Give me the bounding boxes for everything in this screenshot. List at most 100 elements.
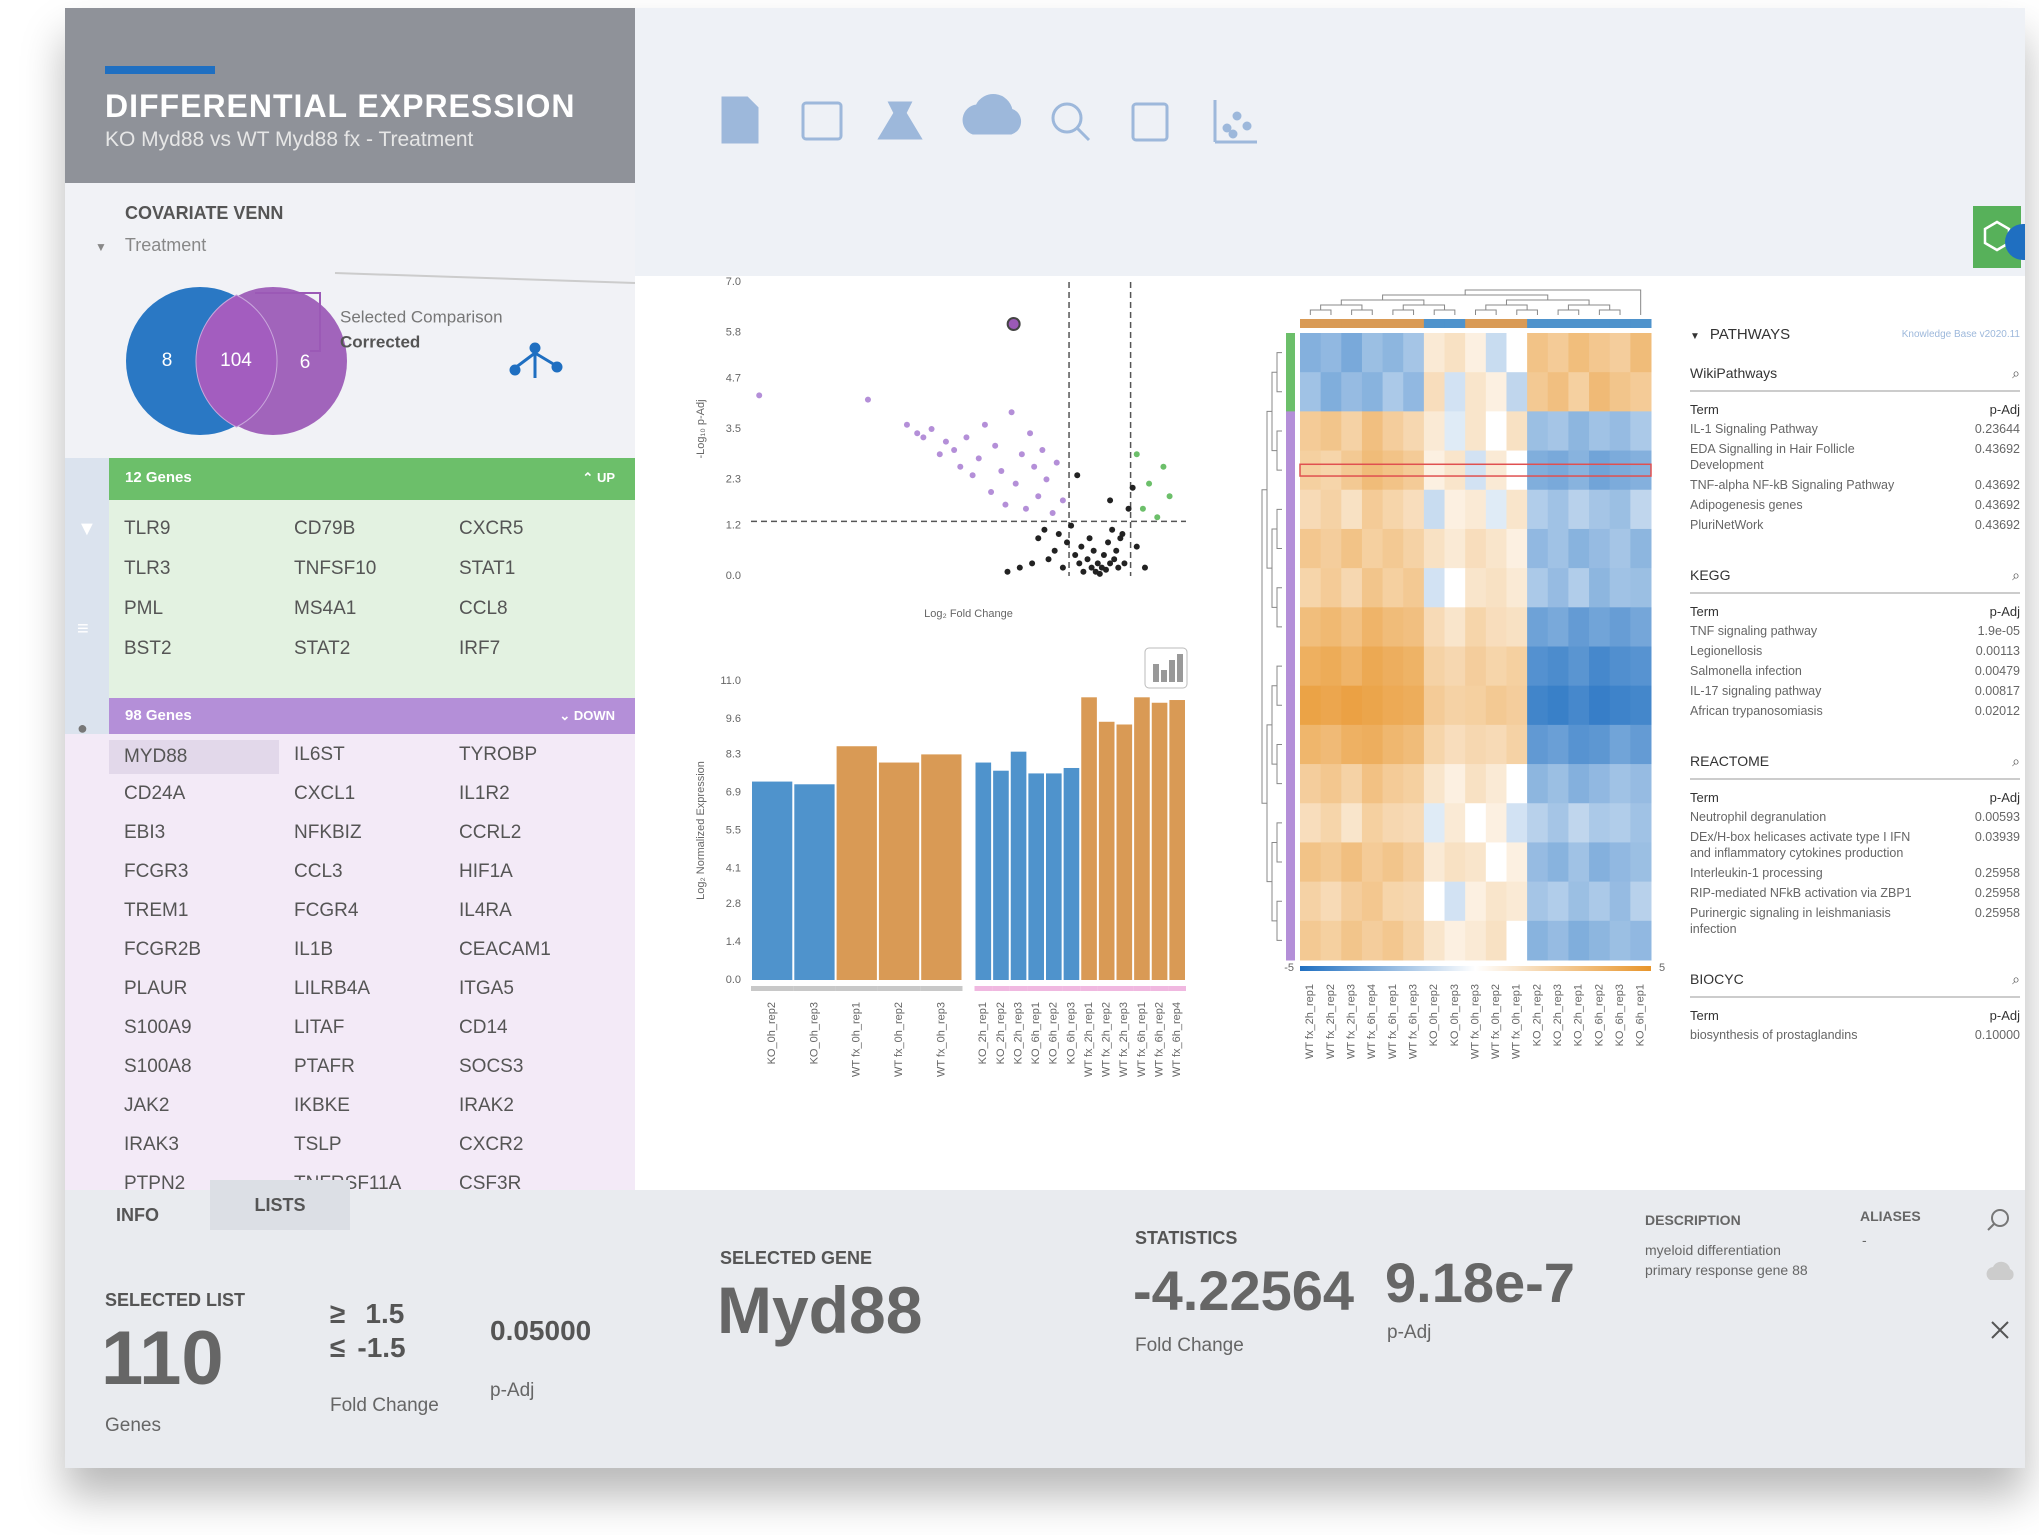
heatmap-cell[interactable] [1630,528,1652,569]
heatmap-cell[interactable] [1444,764,1466,804]
heatmap-cell[interactable] [1382,685,1404,726]
gene-point[interactable] [1022,505,1029,512]
search-button[interactable]: ⌕ [2012,753,2020,769]
heatmap-cell[interactable] [1506,450,1528,491]
heatmap-cell[interactable] [1444,568,1466,608]
gene-point[interactable] [1059,497,1066,504]
pathway-row[interactable]: TNF-alpha NF-kB Signaling Pathway 0.43692 [1690,477,2020,493]
heatmap-cell[interactable] [1320,881,1342,922]
heatmap-cell[interactable] [1630,764,1652,804]
gene-point[interactable] [1119,531,1126,537]
heatmap-cell[interactable] [1527,724,1549,765]
heatmap-cell[interactable] [1589,881,1611,922]
heatmap-cell[interactable] [1630,568,1652,608]
heatmap-cell[interactable] [1506,920,1528,961]
heatmap-cell[interactable] [1547,489,1569,530]
heatmap-cell[interactable] [1444,607,1466,647]
gene-point[interactable] [981,421,988,428]
gene-point[interactable] [864,396,871,403]
heatmap-cell[interactable] [1568,764,1590,804]
heatmap-cell[interactable] [1300,333,1322,373]
heatmap-cell[interactable] [1465,607,1487,647]
bar[interactable] [1063,767,1080,980]
heatmap-cell[interactable] [1589,646,1611,687]
pathway-row[interactable]: IL-1 Signaling Pathway 0.23644 [1690,421,2020,437]
heatmap-cell[interactable] [1609,450,1631,491]
heatmap-cell[interactable] [1423,372,1446,412]
gene[interactable]: FCGR3 [124,861,189,882]
heatmap-cell[interactable] [1320,920,1342,961]
heatmap-cell[interactable] [1485,528,1507,569]
heatmap-cell[interactable] [1485,646,1507,687]
heatmap-cell[interactable] [1444,450,1466,491]
gene-point[interactable] [1146,480,1153,487]
heatmap-cell[interactable] [1444,685,1466,726]
heatmap-cell[interactable] [1423,803,1446,843]
gene-point[interactable] [928,426,935,432]
heatmap-cell[interactable] [1568,724,1590,765]
heatmap-cell[interactable] [1361,372,1384,412]
heatmap-cell[interactable] [1527,881,1549,922]
heatmap-cell[interactable] [1341,528,1363,569]
bar[interactable] [1046,773,1062,980]
pathways-title[interactable]: ▼ PATHWAYS [1690,326,1790,343]
heatmap-cell[interactable] [1341,881,1363,922]
heatmap-cell[interactable] [1361,489,1384,530]
heatmap-cell[interactable] [1403,489,1425,530]
heatmap-cell[interactable] [1527,411,1549,452]
heatmap-cell[interactable] [1382,920,1404,961]
heatmap-cell[interactable] [1423,764,1446,804]
heatmap-cell[interactable] [1403,372,1425,412]
heatmap-cell[interactable] [1300,411,1322,452]
heatmap-cell[interactable] [1300,372,1322,412]
heatmap-cell[interactable] [1527,842,1549,883]
heatmap-cell[interactable] [1382,803,1404,843]
heatmap-cell[interactable] [1403,764,1425,804]
heatmap-cell[interactable] [1527,568,1549,608]
heatmap-cell[interactable] [1382,528,1404,569]
heatmap-cell[interactable] [1568,372,1590,412]
heatmap-cell[interactable] [1403,450,1425,491]
heatmap-cell[interactable] [1630,881,1652,922]
gene-point[interactable] [1121,560,1128,567]
heatmap-cell[interactable] [1547,607,1569,647]
heatmap-cell[interactable] [1361,764,1384,804]
gene[interactable]: IL1B [294,939,334,960]
heatmap-cell[interactable] [1382,372,1404,412]
gene-point[interactable] [1113,547,1120,554]
heatmap-cell[interactable] [1609,372,1631,412]
heatmap-cell[interactable] [1320,568,1342,608]
gene[interactable]: IL1R2 [459,783,510,804]
heatmap-cell[interactable] [1465,646,1487,687]
gene-point[interactable] [1115,564,1122,571]
gene[interactable]: IL4RA [459,900,512,921]
gene-point[interactable] [1102,566,1109,573]
heatmap-cell[interactable] [1609,724,1631,765]
pathway-row[interactable]: African trypanosomiasis 0.02012 [1690,703,2020,719]
heatmap-cell[interactable] [1382,333,1404,373]
comment-button[interactable]: ● [77,718,88,738]
heatmap-cell[interactable] [1506,411,1528,452]
heatmap-cell[interactable] [1341,450,1363,491]
heatmap-cell[interactable] [1527,920,1549,961]
pathway-row[interactable]: biosynthesis of prostaglandins 0.10000 [1690,1027,2020,1043]
heatmap-cell[interactable] [1423,450,1446,491]
gene-point[interactable] [1053,459,1060,466]
heatmap-cell[interactable] [1465,411,1487,452]
gene-point[interactable] [914,430,921,437]
gene[interactable]: CD79B [294,518,356,539]
heatmap-cell[interactable] [1361,528,1384,569]
gene[interactable]: STAT1 [459,558,516,579]
down-list-header[interactable]: 98 Genes ⌄ DOWN [109,698,635,734]
heatmap-cell[interactable] [1568,646,1590,687]
heatmap-cell[interactable] [1444,372,1466,412]
gene-point[interactable] [1055,531,1062,537]
gene[interactable]: HIF1A [459,861,513,882]
heatmap-cell[interactable] [1361,450,1384,491]
heatmap-cell[interactable] [1485,333,1507,373]
tab-info[interactable]: INFO [65,1190,210,1240]
heatmap-cell[interactable] [1589,724,1611,765]
heatmap-cell[interactable] [1630,842,1652,883]
heatmap-cell[interactable] [1527,685,1549,726]
gene[interactable]: PML [124,598,164,619]
